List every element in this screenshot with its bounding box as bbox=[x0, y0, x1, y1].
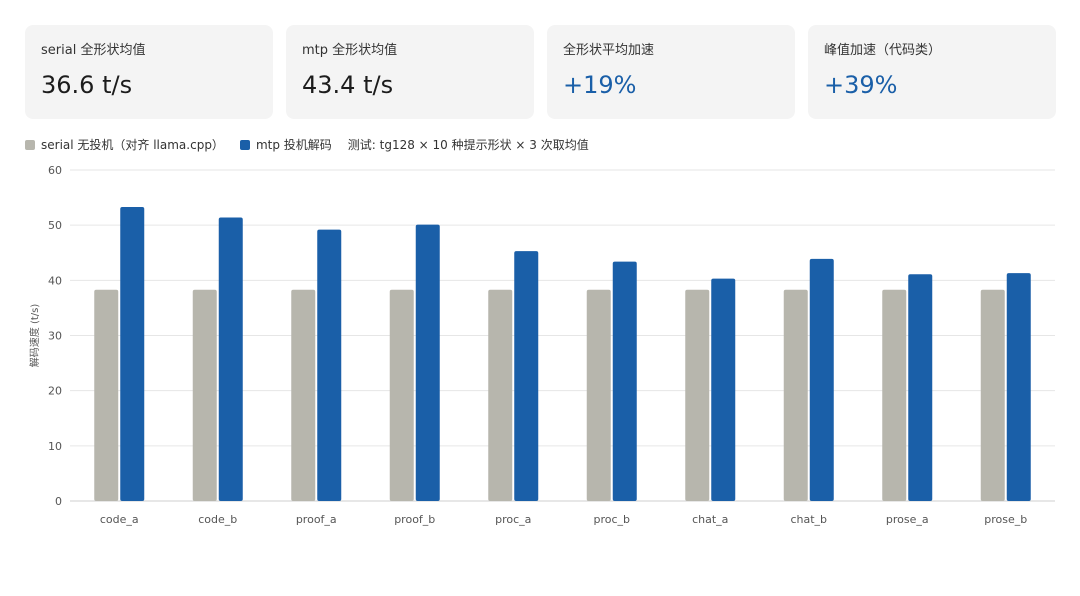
summary-card-serial-mean: serial 全形状均值 36.6 t/s bbox=[25, 25, 273, 119]
card-label: serial 全形状均值 bbox=[41, 43, 146, 58]
bar-chart: 0 10 20 30 40 50 60 解码速度 (t/s) code_a code_b proof… bbox=[28, 164, 1055, 526]
card-label: 全形状平均加速 bbox=[563, 43, 655, 58]
bar-serial-prose_b bbox=[980, 289, 1005, 501]
x-tick-label: proc_a bbox=[495, 513, 531, 526]
summary-card-avg-speedup: 全形状平均加速 +19% bbox=[547, 25, 795, 119]
y-tick-label: 50 bbox=[48, 219, 62, 232]
bar-serial-code_a bbox=[94, 289, 119, 501]
chart-legend: serial 无投机（对齐 llama.cpp） mtp 投机解码 测试: tg… bbox=[25, 136, 589, 153]
y-tick-label: 20 bbox=[48, 385, 62, 398]
bar-mtp-code_a bbox=[120, 206, 145, 501]
bar-mtp-chat_a bbox=[711, 278, 736, 501]
x-tick-label: chat_a bbox=[692, 513, 728, 526]
y-axis-label: 解码速度 (t/s) bbox=[28, 304, 41, 368]
legend-item-serial[interactable]: serial 无投机（对齐 llama.cpp） bbox=[25, 136, 224, 153]
card-value: 43.4 t/s bbox=[302, 71, 394, 99]
x-tick-label: chat_b bbox=[790, 513, 827, 526]
legend-swatch-serial bbox=[25, 139, 35, 150]
card-label: mtp 全形状均值 bbox=[302, 43, 398, 58]
card-value: +39% bbox=[824, 71, 898, 99]
x-tick-label: code_a bbox=[100, 513, 139, 526]
card-label: 峰值加速（代码类） bbox=[824, 43, 942, 58]
legend-swatch-mtp bbox=[239, 139, 250, 150]
y-tick-label: 40 bbox=[48, 274, 62, 287]
bar-mtp-prose_b bbox=[1006, 273, 1031, 501]
y-tick-label: 30 bbox=[48, 330, 62, 343]
summary-card-peak-speedup: 峰值加速（代码类） +39% bbox=[808, 25, 1056, 119]
bar-mtp-proof_a bbox=[317, 229, 342, 501]
bar-mtp-proc_a bbox=[514, 251, 539, 501]
x-tick-label: proof_a bbox=[296, 513, 337, 526]
bar-serial-proof_b bbox=[389, 289, 414, 501]
x-tick-label: prose_a bbox=[886, 513, 929, 526]
bar-mtp-proof_b bbox=[415, 224, 440, 501]
bar-serial-code_b bbox=[192, 289, 217, 501]
bar-serial-proc_b bbox=[586, 289, 611, 501]
x-tick-label: code_b bbox=[198, 513, 237, 526]
bar-serial-prose_a bbox=[882, 289, 907, 501]
bar-serial-proc_a bbox=[488, 289, 513, 501]
bar-mtp-proc_b bbox=[612, 261, 637, 501]
y-tick-label: 10 bbox=[48, 440, 62, 453]
bar-mtp-prose_a bbox=[908, 274, 933, 501]
bar-serial-chat_a bbox=[685, 289, 710, 501]
bar-mtp-code_b bbox=[218, 217, 243, 501]
card-value: +19% bbox=[563, 71, 637, 99]
summary-cards: serial 全形状均值 36.6 t/s mtp 全形状均值 43.4 t/s… bbox=[25, 25, 1056, 119]
bar-mtp-chat_b bbox=[809, 258, 834, 501]
bar-serial-proof_a bbox=[291, 289, 316, 501]
y-tick-label: 0 bbox=[55, 495, 62, 508]
legend-label-serial: serial 无投机（对齐 llama.cpp） bbox=[41, 138, 224, 152]
x-tick-label: proc_b bbox=[593, 513, 630, 526]
test-note: 测试: tg128 × 10 种提示形状 × 3 次取均值 bbox=[347, 138, 589, 152]
x-tick-label: proof_b bbox=[394, 513, 435, 526]
legend-label-mtp: mtp 投机解码 bbox=[255, 138, 332, 152]
y-tick-label: 60 bbox=[48, 164, 62, 177]
card-value: 36.6 t/s bbox=[41, 71, 133, 99]
x-tick-label: prose_b bbox=[984, 513, 1027, 526]
legend-item-mtp[interactable]: mtp 投机解码 bbox=[239, 136, 332, 153]
summary-card-mtp-mean: mtp 全形状均值 43.4 t/s bbox=[286, 25, 534, 119]
bar-serial-chat_b bbox=[783, 289, 808, 501]
